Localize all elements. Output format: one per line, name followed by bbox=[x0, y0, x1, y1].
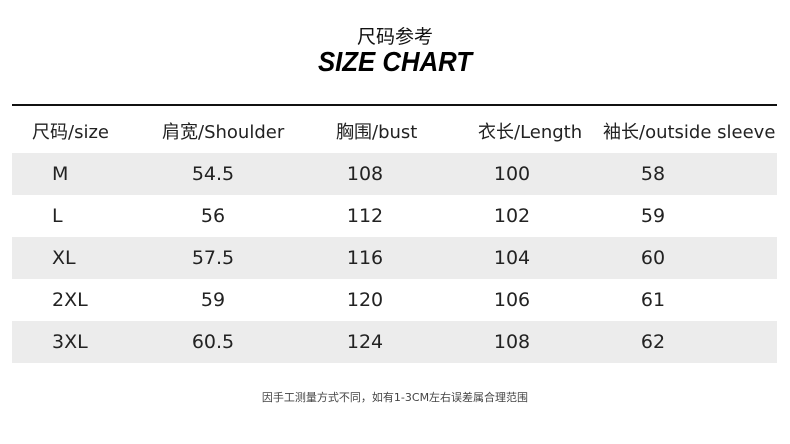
cell-bust: 112 bbox=[346, 205, 384, 227]
cell-shoulder: 57.5 bbox=[191, 247, 235, 269]
title-english: SIZE CHART bbox=[317, 46, 473, 77]
header-length: 衣长/Length bbox=[478, 122, 583, 143]
cell-bust: 124 bbox=[346, 331, 384, 353]
cell-sleeve: 62 bbox=[640, 331, 666, 353]
cell-sleeve: 60 bbox=[640, 247, 666, 269]
table-row: XL 57.5 116 104 60 bbox=[12, 237, 777, 279]
cell-shoulder: 54.5 bbox=[191, 163, 235, 185]
cell-size: 2XL bbox=[52, 289, 88, 311]
cell-length: 106 bbox=[493, 289, 531, 311]
cell-length: 102 bbox=[493, 205, 531, 227]
table-row: 3XL 60.5 124 108 62 bbox=[12, 321, 777, 363]
table-row: M 54.5 108 100 58 bbox=[12, 153, 777, 195]
cell-length: 104 bbox=[493, 247, 531, 269]
cell-size: XL bbox=[52, 247, 76, 269]
cell-length: 100 bbox=[493, 163, 531, 185]
cell-bust: 120 bbox=[346, 289, 384, 311]
cell-size: L bbox=[52, 205, 63, 227]
header-shoulder: 肩宽/Shoulder bbox=[162, 122, 285, 143]
header-sleeve: 袖长/outside sleeve bbox=[603, 122, 776, 143]
header-size: 尺码/size bbox=[32, 122, 109, 143]
measurement-note: 因手工测量方式不同，如有1-3CM左右误差属合理范围 bbox=[261, 391, 529, 404]
header-bust: 胸围/bust bbox=[336, 122, 418, 143]
cell-bust: 108 bbox=[346, 163, 384, 185]
cell-shoulder: 56 bbox=[200, 205, 226, 227]
cell-size: 3XL bbox=[52, 331, 88, 353]
cell-size: M bbox=[52, 163, 69, 185]
cell-sleeve: 58 bbox=[640, 163, 666, 185]
header-divider bbox=[12, 104, 777, 106]
table-row: L 56 112 102 59 bbox=[12, 195, 777, 237]
table-row: 2XL 59 120 106 61 bbox=[12, 279, 777, 321]
title-chinese: 尺码参考 bbox=[356, 26, 433, 48]
cell-shoulder: 60.5 bbox=[191, 331, 235, 353]
cell-shoulder: 59 bbox=[200, 289, 226, 311]
cell-sleeve: 61 bbox=[640, 289, 666, 311]
cell-bust: 116 bbox=[346, 247, 384, 269]
cell-sleeve: 59 bbox=[640, 205, 666, 227]
cell-length: 108 bbox=[493, 331, 531, 353]
